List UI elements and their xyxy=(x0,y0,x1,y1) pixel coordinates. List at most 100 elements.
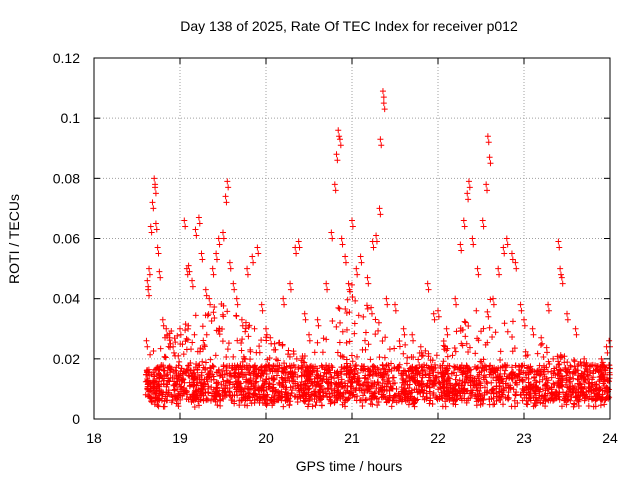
data-point xyxy=(339,353,346,360)
data-point xyxy=(404,354,411,361)
data-point xyxy=(298,372,305,379)
data-point xyxy=(525,397,532,404)
data-point xyxy=(200,397,207,404)
data-point xyxy=(219,326,226,333)
data-point xyxy=(379,361,386,368)
data-point xyxy=(189,283,196,290)
data-point xyxy=(357,382,364,389)
data-point xyxy=(177,331,184,338)
data-point xyxy=(220,235,227,242)
data-point xyxy=(509,364,516,371)
data-point xyxy=(294,398,301,405)
data-point xyxy=(185,262,192,269)
data-point xyxy=(264,356,271,363)
data-point xyxy=(150,205,157,212)
data-point xyxy=(271,340,278,347)
data-point xyxy=(366,386,373,393)
data-point xyxy=(247,364,254,371)
data-point xyxy=(416,388,423,395)
data-point xyxy=(144,343,151,350)
data-point xyxy=(196,362,203,369)
data-point xyxy=(561,353,568,360)
data-point xyxy=(280,383,287,390)
data-point xyxy=(177,325,183,332)
data-point xyxy=(469,235,476,242)
data-point xyxy=(465,178,472,185)
data-point xyxy=(195,402,202,409)
data-point xyxy=(547,397,554,404)
data-point xyxy=(207,301,214,308)
data-point xyxy=(495,376,502,383)
data-point xyxy=(453,301,460,308)
data-point xyxy=(502,367,509,374)
data-point xyxy=(357,253,364,260)
data-point xyxy=(590,374,597,381)
data-point xyxy=(422,371,429,378)
data-point xyxy=(386,346,393,353)
data-point xyxy=(223,391,230,398)
data-point xyxy=(555,391,562,398)
data-point xyxy=(501,250,508,257)
data-point xyxy=(483,181,490,188)
data-point xyxy=(590,403,597,410)
data-point xyxy=(304,367,311,374)
data-point xyxy=(295,365,302,372)
data-point xyxy=(406,389,413,396)
data-point xyxy=(578,374,585,381)
data-point xyxy=(430,310,437,317)
data-point xyxy=(524,365,531,372)
data-point xyxy=(202,286,209,293)
data-point xyxy=(460,365,467,372)
data-points xyxy=(142,88,613,410)
data-point xyxy=(184,336,191,343)
data-point xyxy=(504,328,511,335)
data-point xyxy=(429,400,436,407)
data-point xyxy=(252,397,259,404)
data-point xyxy=(263,386,270,393)
data-point xyxy=(242,319,249,326)
data-point xyxy=(154,382,161,389)
data-point xyxy=(225,184,232,191)
data-point xyxy=(295,238,302,245)
data-point xyxy=(286,362,293,369)
data-point xyxy=(234,337,241,344)
data-point xyxy=(313,381,320,388)
data-point xyxy=(231,400,238,407)
data-point xyxy=(296,244,303,251)
data-point xyxy=(216,373,223,380)
data-point xyxy=(331,181,338,188)
data-point xyxy=(403,372,410,379)
data-point xyxy=(263,363,270,370)
data-point xyxy=(192,312,199,319)
data-point xyxy=(368,310,375,317)
data-point xyxy=(280,365,287,372)
data-point xyxy=(279,375,286,382)
data-point xyxy=(168,392,175,399)
data-point xyxy=(452,348,459,355)
data-point xyxy=(365,280,372,287)
data-point xyxy=(345,280,352,287)
data-point xyxy=(490,295,497,302)
data-point xyxy=(342,382,349,389)
data-point xyxy=(541,373,548,380)
data-point xyxy=(255,369,262,376)
data-point xyxy=(312,391,319,398)
data-point xyxy=(606,378,613,385)
data-point xyxy=(450,398,457,405)
data-point xyxy=(236,380,243,387)
data-point xyxy=(343,326,350,333)
data-point xyxy=(517,301,524,308)
data-point xyxy=(183,388,190,395)
data-point xyxy=(293,355,300,362)
data-point xyxy=(480,223,487,230)
data-point xyxy=(450,369,457,376)
data-point xyxy=(476,379,483,386)
data-point xyxy=(425,286,432,293)
data-point xyxy=(421,367,428,374)
data-point xyxy=(396,393,403,400)
data-point xyxy=(442,398,449,405)
data-point xyxy=(256,343,263,350)
data-point xyxy=(354,370,361,377)
data-point xyxy=(287,280,294,287)
data-point xyxy=(392,307,399,314)
